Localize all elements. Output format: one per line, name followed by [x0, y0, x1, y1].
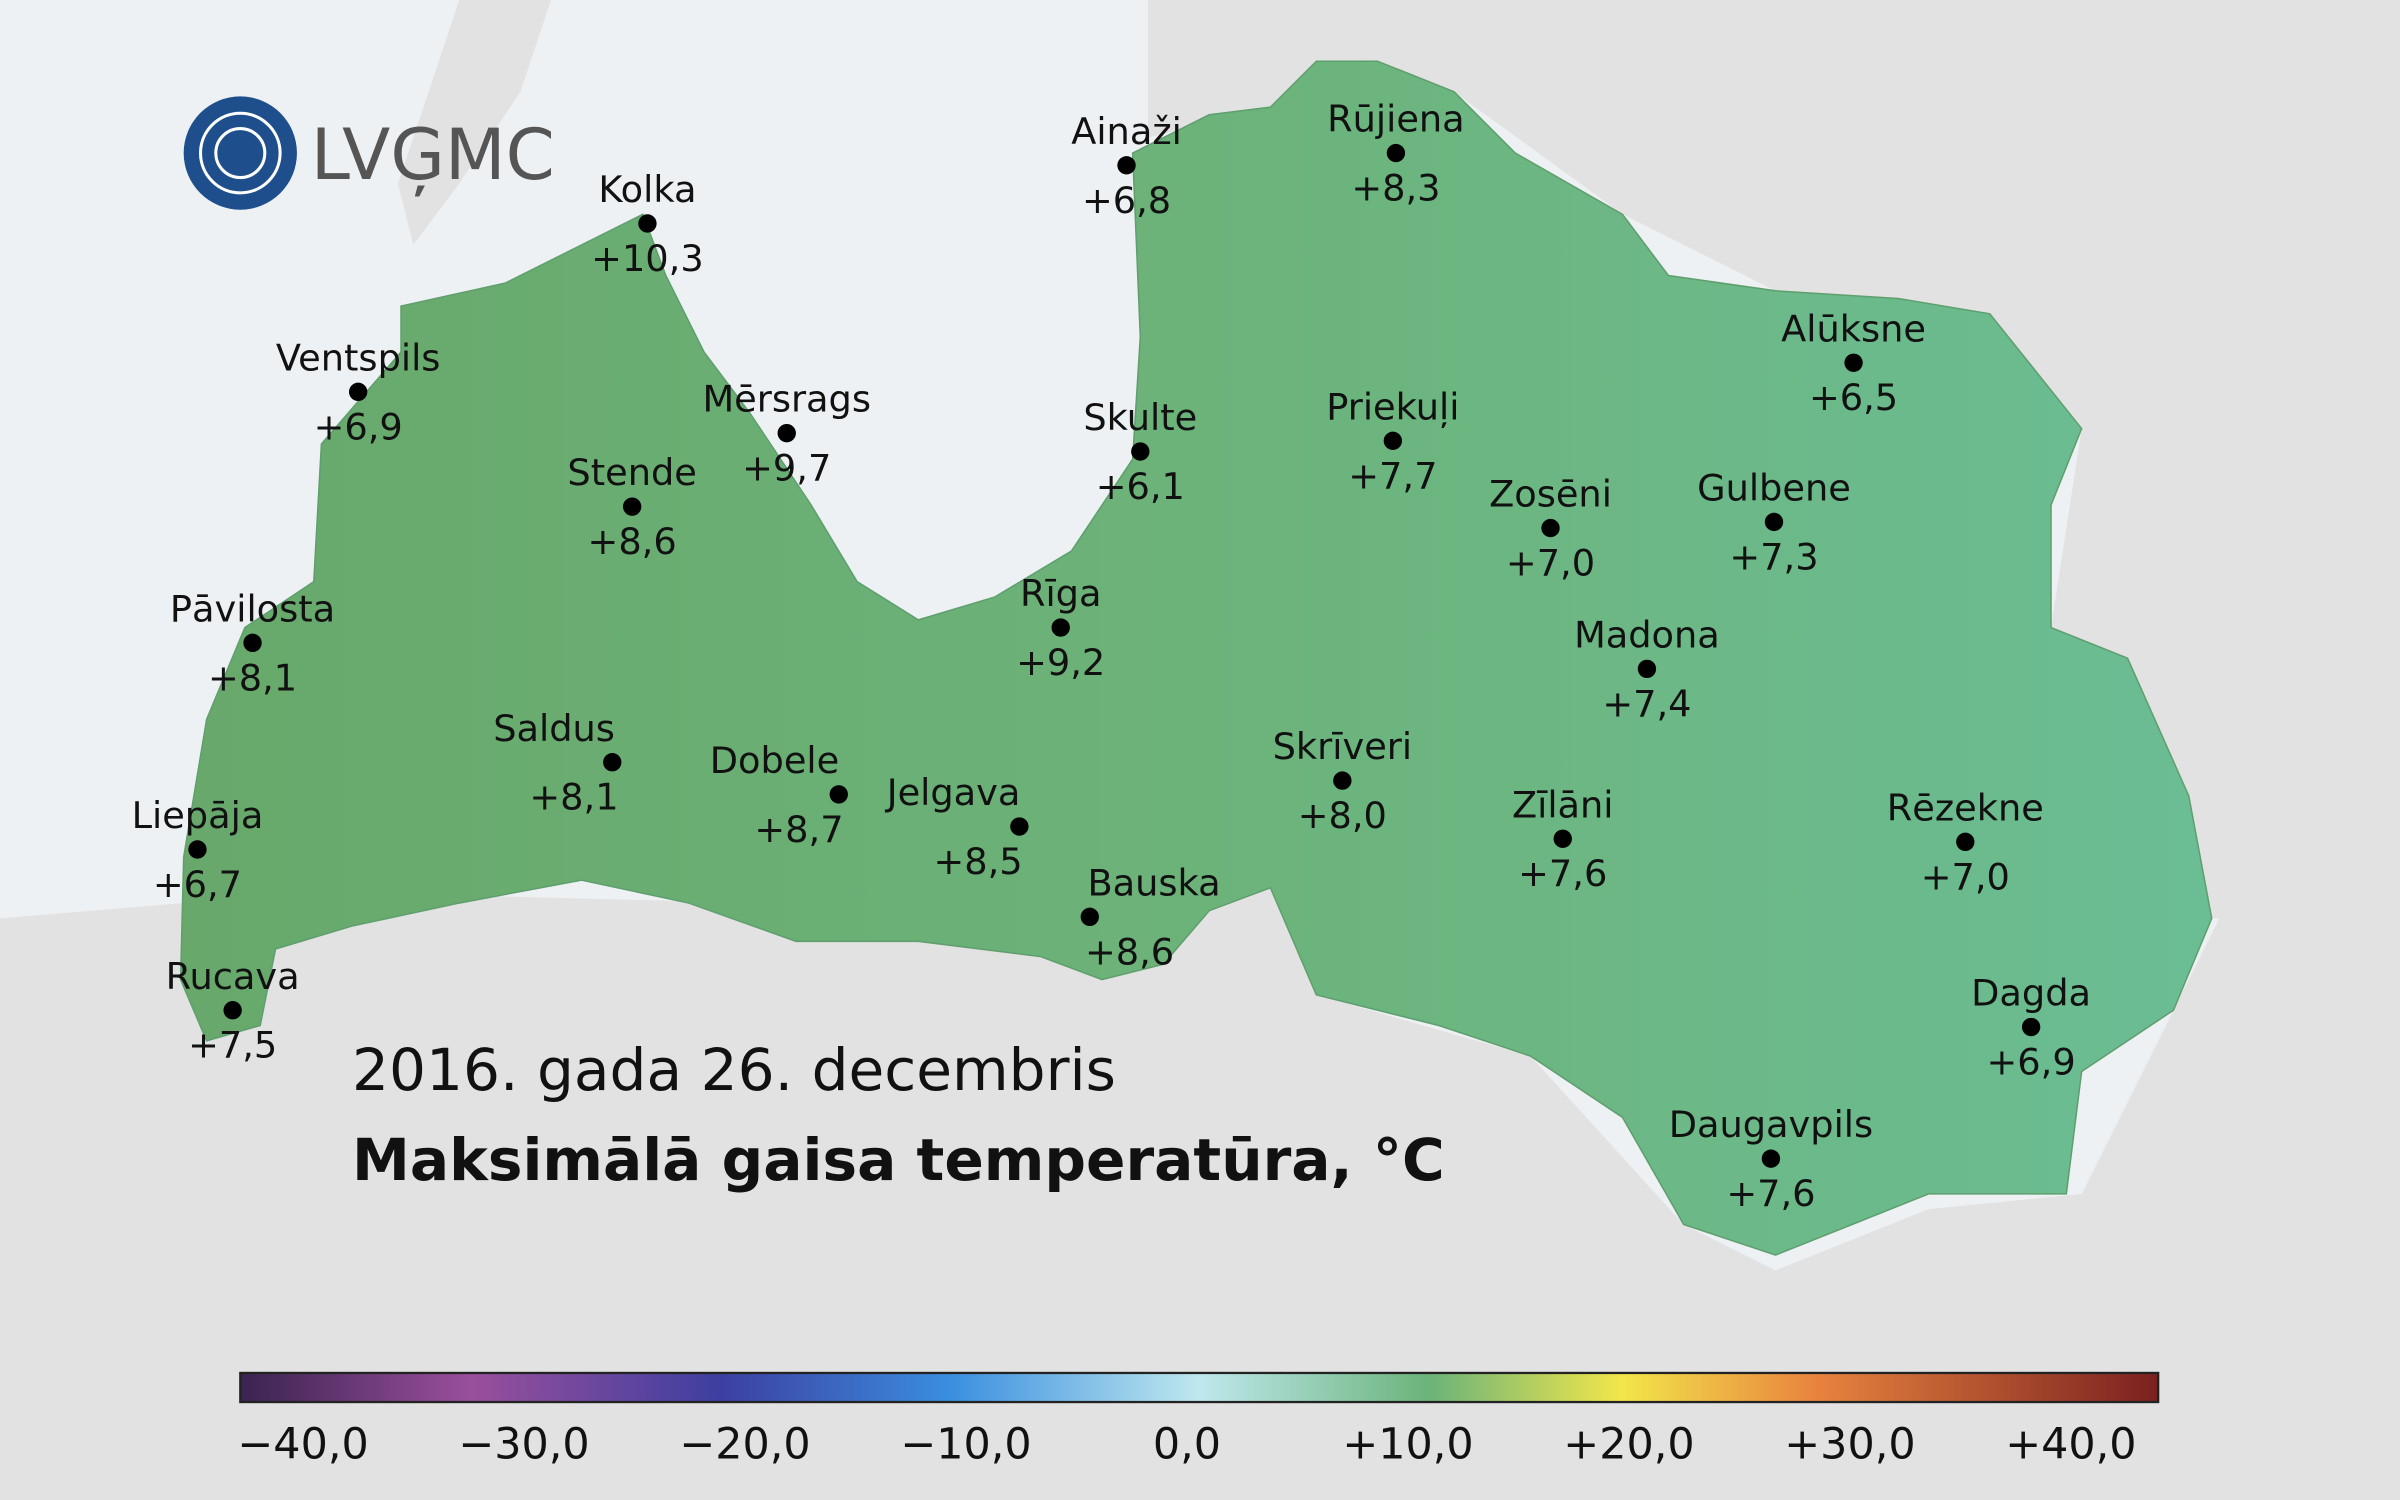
station-dot	[1386, 143, 1406, 163]
station-dot	[1131, 442, 1150, 461]
station-dot	[1844, 353, 1863, 372]
station-name: Saldus	[493, 707, 615, 750]
station-name: Rēzekne	[1887, 786, 2044, 829]
station-dot	[777, 423, 796, 443]
colorbar-tick: −30,0	[458, 1420, 589, 1470]
station-name: Jelgava	[885, 771, 1021, 814]
station-dot	[1764, 512, 1784, 532]
title: Maksimālā gaisa temperatūra, °C	[352, 1126, 1445, 1194]
station-name: Skulte	[1083, 396, 1197, 439]
station-name: Ainaži	[1071, 110, 1182, 153]
station-value: +7,4	[1602, 682, 1691, 725]
station-value: +8,6	[588, 520, 677, 563]
station-value: +7,6	[1518, 852, 1607, 895]
station-dot	[188, 840, 207, 859]
station-value: +9,7	[742, 447, 831, 490]
station-name: Mērsrags	[702, 378, 871, 421]
station-name: Alūksne	[1781, 307, 1926, 350]
land-east	[1147, 0, 2400, 919]
station-dot	[1761, 1149, 1781, 1168]
station-dot	[1956, 832, 1975, 852]
station-dot	[1383, 431, 1403, 450]
station-name: Ventspils	[276, 336, 441, 379]
colorbar-tick: 0,0	[1153, 1420, 1221, 1470]
station-value: +6,9	[314, 405, 403, 448]
station-value: +6,8	[1082, 179, 1171, 222]
station-name: Liepāja	[132, 794, 264, 837]
station-value: +8,1	[208, 656, 297, 699]
station-value: +9,2	[1016, 641, 1105, 684]
station-name: Daugavpils	[1669, 1103, 1873, 1146]
station-name: Zosēni	[1489, 473, 1612, 516]
station-name: Rīga	[1020, 572, 1102, 615]
colorbar-tick: −10,0	[900, 1420, 1031, 1470]
station-dot	[1637, 659, 1657, 679]
station-name: Zīlāni	[1512, 783, 1614, 826]
logo-text: LVĢMC	[311, 114, 555, 197]
station-name: Rūjiena	[1327, 98, 1465, 141]
land-south	[0, 857, 2400, 1500]
station-dot	[1051, 618, 1070, 637]
station-name: Pāvilosta	[170, 587, 335, 630]
station-dot	[1553, 829, 1572, 848]
station-dot	[829, 785, 848, 804]
station-name: Stende	[567, 451, 696, 494]
colorbar-tick: −40,0	[237, 1420, 368, 1470]
station-name: Gulbene	[1697, 467, 1851, 510]
station-name: Kolka	[598, 168, 696, 211]
colorbar-tick: +30,0	[1784, 1420, 1915, 1470]
station-name: Madona	[1574, 613, 1720, 656]
station-name: Dagda	[1971, 972, 2091, 1015]
station-value: +8,6	[1085, 930, 1174, 973]
date: 2016. gada 26. decembris	[352, 1036, 1116, 1104]
station-value: +7,5	[188, 1024, 277, 1067]
station-value: +8,5	[933, 840, 1022, 883]
station-value: +8,0	[1298, 794, 1387, 837]
station-dot	[223, 1001, 242, 1020]
station-name: Bauska	[1087, 861, 1220, 904]
station-value: +6,9	[1987, 1040, 2076, 1083]
station-dot	[2021, 1017, 2041, 1037]
station-value: +6,5	[1809, 376, 1898, 419]
station-value: +6,7	[153, 863, 242, 906]
station-value: +7,3	[1729, 535, 1818, 578]
station-dot	[1010, 817, 1029, 836]
station-value: +7,0	[1921, 855, 2010, 898]
station-dot	[1080, 907, 1099, 927]
station-dot	[638, 214, 657, 233]
station-dot	[348, 382, 368, 402]
logo-ring	[214, 127, 267, 180]
station-value: +8,1	[529, 776, 618, 819]
station-value: +8,7	[754, 808, 843, 851]
latvia	[179, 60, 2213, 1256]
station-dot	[1333, 771, 1352, 790]
station-value: +7,0	[1506, 542, 1595, 585]
colorbar-tick: −20,0	[679, 1420, 810, 1470]
colorbar-tick: +20,0	[1563, 1420, 1694, 1470]
station-dot	[1541, 518, 1560, 538]
station-name: Rucava	[166, 955, 300, 998]
station-value: +8,3	[1351, 167, 1440, 210]
station-dot	[603, 753, 622, 772]
station-name: Dobele	[710, 739, 839, 782]
station-dot	[243, 633, 262, 653]
logo-ring	[198, 111, 282, 195]
logo: LVĢMC	[183, 96, 555, 210]
station-dot	[622, 497, 642, 516]
station-value: +7,7	[1348, 454, 1437, 497]
station-name: Skrīveri	[1273, 725, 1413, 768]
station-value: +10,3	[591, 237, 704, 280]
station-value: +7,6	[1726, 1172, 1815, 1215]
colorbar-tick: +10,0	[1342, 1420, 1473, 1470]
colorbar	[239, 1371, 2160, 1404]
station-dot	[1117, 156, 1136, 175]
station-value: +6,1	[1096, 465, 1185, 508]
island	[397, 0, 552, 245]
colorbar-tick: +40,0	[2005, 1420, 2136, 1470]
station-name: Priekuļi	[1326, 385, 1459, 428]
